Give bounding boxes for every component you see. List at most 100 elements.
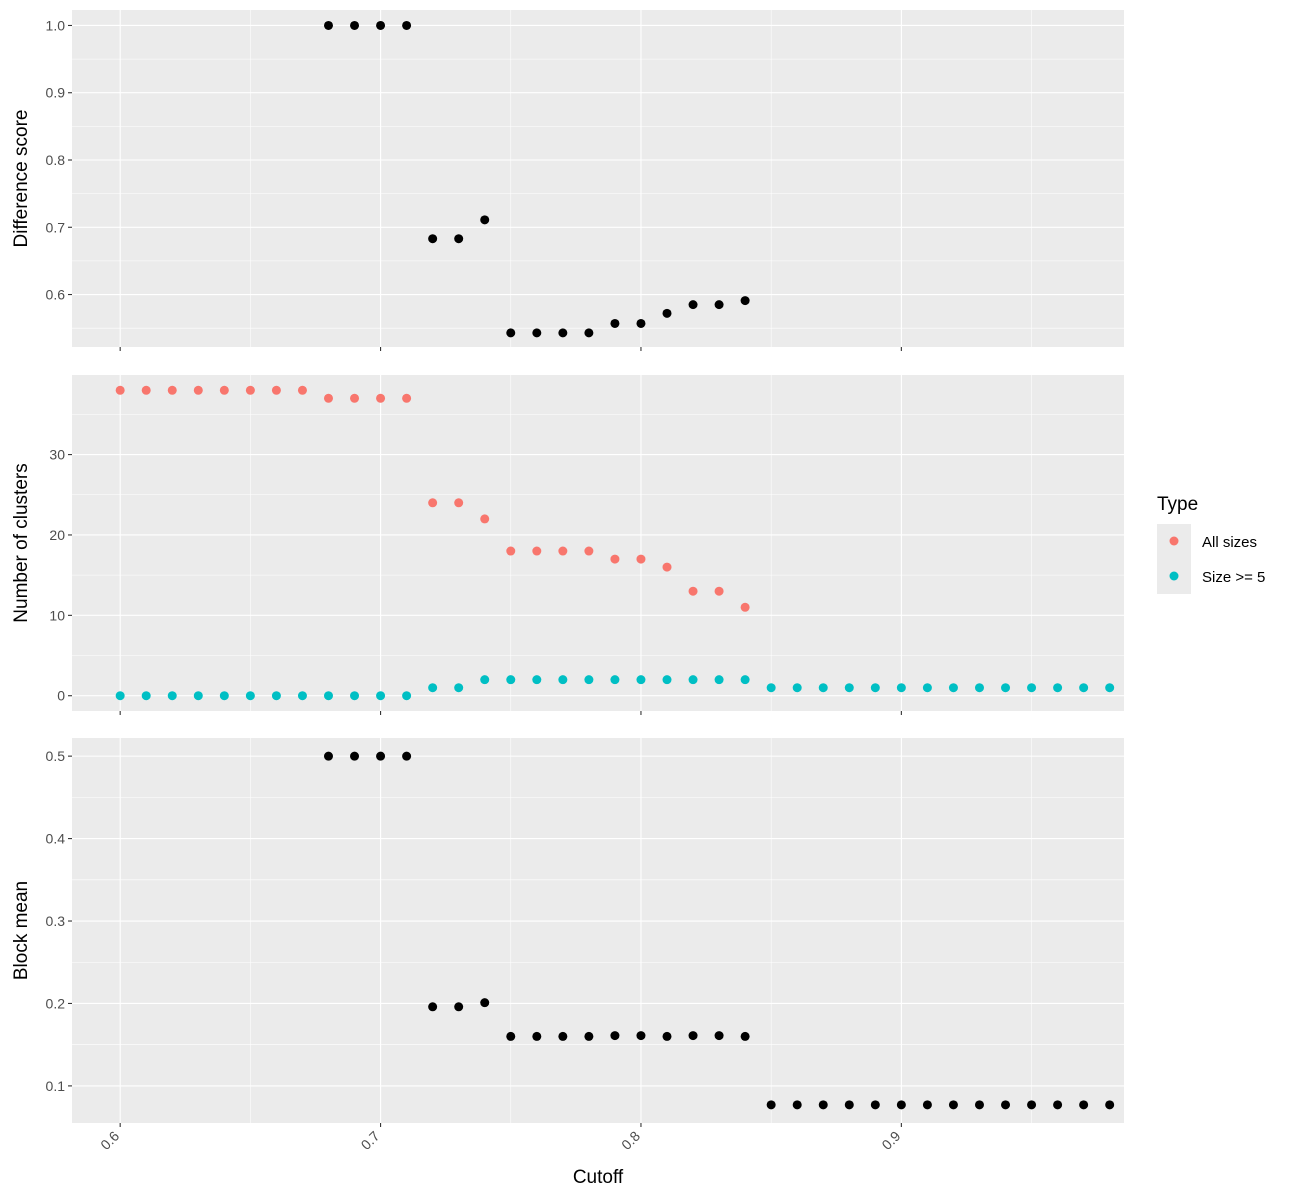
data-point — [480, 514, 490, 524]
data-point — [350, 751, 360, 761]
data-point — [662, 562, 672, 572]
data-point — [454, 683, 464, 693]
data-point — [636, 1031, 646, 1041]
data-point — [271, 385, 281, 395]
data-point — [948, 1100, 958, 1110]
data-point — [636, 318, 646, 328]
data-point — [584, 675, 594, 685]
legend-title: Type — [1157, 494, 1198, 515]
data-point — [115, 691, 125, 701]
data-point — [141, 691, 151, 701]
legend-label-all-sizes: All sizes — [1202, 534, 1257, 551]
data-point — [714, 300, 724, 310]
panel-clusters: 0 10 20 30 Number of clusters — [11, 375, 1124, 715]
data-point — [402, 393, 412, 403]
data-point — [271, 691, 281, 701]
data-point — [402, 691, 412, 701]
panel-background — [72, 10, 1124, 347]
y-tick-label: 0.7 — [46, 219, 66, 235]
data-point — [584, 1031, 594, 1041]
y-tick-label: 10 — [49, 607, 65, 623]
data-point — [714, 1031, 724, 1041]
data-point — [740, 602, 750, 612]
data-point — [350, 393, 360, 403]
data-point — [428, 498, 438, 508]
x-tick-label: 0.6 — [97, 1128, 122, 1153]
data-point — [662, 308, 672, 318]
y-tick-label: 0.4 — [46, 831, 66, 847]
data-point — [740, 296, 750, 306]
data-point — [1001, 683, 1011, 693]
data-point — [844, 1100, 854, 1110]
data-point — [350, 20, 360, 30]
y-tick-label: 0.2 — [46, 995, 66, 1011]
data-point — [610, 675, 620, 685]
data-point — [740, 1031, 750, 1041]
data-point — [714, 675, 724, 685]
data-point — [219, 385, 229, 395]
data-point — [506, 328, 516, 338]
data-point — [688, 1031, 698, 1041]
data-point — [506, 546, 516, 556]
data-point — [532, 675, 542, 685]
data-point — [376, 393, 386, 403]
data-point — [1027, 1100, 1037, 1110]
data-point — [740, 675, 750, 685]
data-point — [792, 683, 802, 693]
y-tick-label: 0.5 — [46, 748, 66, 764]
y-tick-label: 0.3 — [46, 913, 66, 929]
data-point — [662, 675, 672, 685]
y-axis-title: Block mean — [11, 881, 32, 980]
data-point — [193, 385, 203, 395]
data-point — [662, 1031, 672, 1041]
data-point — [1053, 683, 1063, 693]
data-point — [636, 675, 646, 685]
y-tick-label: 30 — [49, 447, 65, 463]
data-point — [532, 1031, 542, 1041]
legend-label-size-5: Size >= 5 — [1202, 569, 1265, 586]
data-point — [480, 675, 490, 685]
data-point — [297, 385, 307, 395]
data-point — [870, 683, 880, 693]
data-point — [922, 1100, 932, 1110]
data-point — [870, 1100, 880, 1110]
y-tick-label: 1.0 — [46, 17, 66, 33]
data-point — [167, 385, 177, 395]
x-tick-label: 0.8 — [618, 1128, 643, 1153]
data-point — [844, 683, 854, 693]
data-point — [297, 691, 307, 701]
data-point — [948, 683, 958, 693]
data-point — [974, 1100, 984, 1110]
legend-key-all-sizes — [1169, 536, 1179, 546]
panel-difference: 0.6 0.7 0.8 0.9 1.0 Difference score — [11, 10, 1124, 351]
panel-background — [72, 738, 1124, 1123]
legend: Type All sizes Size >= 5 — [1157, 494, 1265, 594]
y-tick-label: 0.9 — [46, 85, 66, 101]
data-point — [688, 300, 698, 310]
y-tick-label: 0.8 — [46, 152, 66, 168]
data-point — [532, 328, 542, 338]
data-point — [1027, 683, 1037, 693]
data-point — [1105, 683, 1115, 693]
y-tick-label: 0.1 — [46, 1078, 66, 1094]
x-tick-label: 0.7 — [358, 1128, 383, 1153]
data-point — [792, 1100, 802, 1110]
data-point — [558, 1031, 568, 1041]
data-point — [1001, 1100, 1011, 1110]
data-point — [323, 691, 333, 701]
data-point — [558, 675, 568, 685]
data-point — [245, 385, 255, 395]
data-point — [454, 498, 464, 508]
data-point — [323, 393, 333, 403]
data-point — [532, 546, 542, 556]
data-point — [376, 691, 386, 701]
data-point — [584, 328, 594, 338]
data-point — [974, 683, 984, 693]
data-point — [558, 328, 568, 338]
data-point — [766, 1100, 776, 1110]
data-point — [896, 683, 906, 693]
data-point — [1079, 683, 1089, 693]
y-tick-label: 20 — [49, 527, 65, 543]
y-axis-title: Number of clusters — [11, 463, 32, 622]
legend-key-size-5 — [1169, 571, 1179, 581]
